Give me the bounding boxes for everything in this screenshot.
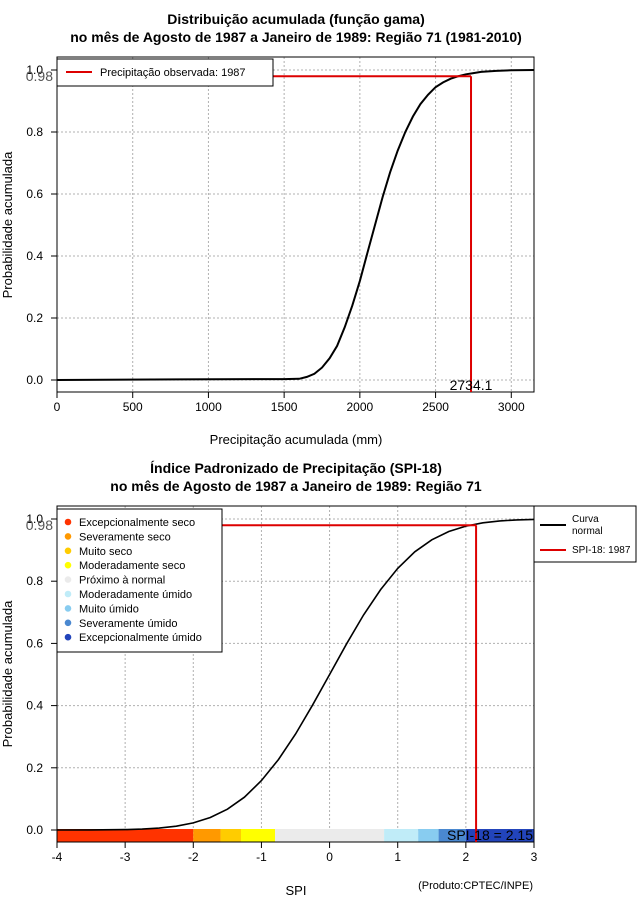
chart1-title-line2: no mês de Agosto de 1987 a Janeiro de 19… xyxy=(70,29,522,45)
chart2-x-axis: -4 -3 -2 -1 0 1 2 3 xyxy=(52,842,538,864)
series-legend-spi-label: SPI-18: 1987 xyxy=(572,545,631,556)
category-legend-swatch xyxy=(64,605,72,612)
chart2-title-line2: no mês de Agosto de 1987 a Janeiro de 19… xyxy=(110,478,482,494)
chart2-ytick-label: 0.2 xyxy=(26,761,43,775)
chart2-ytick-label: 0.8 xyxy=(26,574,43,588)
chart2-xtick-label: -1 xyxy=(256,850,267,864)
chart1-ytick-label: 0.8 xyxy=(26,125,43,139)
chart2-ytick-label: 0.4 xyxy=(26,699,43,713)
category-legend-label: Muito seco xyxy=(79,546,132,558)
chart2-normal-curve xyxy=(56,518,535,831)
chart2-y-axis-label: Probabilidade acumulada xyxy=(0,600,15,747)
spi-category-color-bar xyxy=(57,829,534,842)
chart1-title-line1: Distribuição acumulada (função gama) xyxy=(167,11,425,27)
chart2-plot-frame xyxy=(56,505,535,843)
color-bar-segment xyxy=(220,829,241,842)
color-bar-segment xyxy=(418,829,439,842)
chart2-ytick-label: 1.0 xyxy=(26,512,43,526)
chart1-x-axis: 0 500 1000 1500 2000 2500 3000 xyxy=(54,392,525,414)
color-bar-segment xyxy=(438,829,466,842)
color-bar-segment xyxy=(275,829,385,842)
category-legend-label: Severamente seco xyxy=(79,531,171,543)
chart2-xtick-label: -3 xyxy=(120,850,131,864)
chart1-ytick-label: 0.4 xyxy=(26,249,43,263)
chart2-xtick-label: 0 xyxy=(326,850,333,864)
chart1-y-axis-label: Probabilidade acumulada xyxy=(0,151,15,298)
gamma-cdf-chart: Distribuição acumulada (função gama) no … xyxy=(0,11,535,447)
chart1-observed-x-label: 2734.1 xyxy=(450,377,493,393)
chart2-ytick-label: 0.0 xyxy=(26,823,43,837)
chart1-xtick-label: 2500 xyxy=(422,400,449,414)
category-legend-label: Severamente úmido xyxy=(79,618,177,630)
chart1-grid xyxy=(56,57,534,392)
chart2-ytick-label: 0.6 xyxy=(26,636,43,650)
chart1-xtick-label: 0 xyxy=(54,400,61,414)
spi-value-label: SPI-18 = 2.15 xyxy=(447,827,533,843)
chart1-xtick-label: 2000 xyxy=(347,400,374,414)
spi-cdf-chart: Índice Padronizado de Precipitação (SPI-… xyxy=(0,460,637,898)
category-legend-label: Moderadamente úmido xyxy=(79,589,192,601)
chart1-xtick-label: 500 xyxy=(123,400,143,414)
chart1-ytick-label: 0.6 xyxy=(26,187,43,201)
chart2-x-axis-label: SPI xyxy=(286,883,307,898)
chart1-plot-frame xyxy=(56,56,535,393)
category-legend-swatch xyxy=(64,533,72,540)
category-legend-swatch xyxy=(64,619,72,627)
chart1-y-axis: 0.0 0.2 0.4 0.6 0.8 1.0 xyxy=(26,63,57,387)
category-legend-box xyxy=(56,508,223,653)
chart2-xtick-label: 1 xyxy=(394,850,401,864)
category-legend-swatch xyxy=(64,576,72,583)
category-legend-swatch xyxy=(64,518,72,526)
color-bar-segment xyxy=(465,829,534,842)
chart1-observed-y-label: 0.98 xyxy=(26,68,53,84)
chart1-legend-observed-label: Precipitação observada: 1987 xyxy=(100,67,246,79)
chart1-legend: Precipitação observada: 1987 xyxy=(56,58,274,87)
chart1-gamma-curve xyxy=(56,69,535,381)
chart1-ytick-label: 1.0 xyxy=(26,63,43,77)
category-legend-swatch xyxy=(64,633,72,641)
chart1-legend-box xyxy=(56,58,274,87)
chart2-series-legend: Curva normal SPI-18: 1987 xyxy=(533,505,637,563)
category-legend-label: Muito úmido xyxy=(79,603,139,615)
chart2-xtick-label: 3 xyxy=(531,850,538,864)
chart2-observed-y-label: 0.98 xyxy=(26,517,53,533)
chart1-ytick-label: 0.0 xyxy=(26,373,43,387)
color-bar-segment xyxy=(193,829,221,842)
category-legend-label: Excepcionalmente seco xyxy=(79,517,195,529)
chart2-title-line1: Índice Padronizado de Precipitação (SPI-… xyxy=(150,460,442,476)
color-bar-segment xyxy=(240,829,276,842)
chart1-xtick-label: 3000 xyxy=(498,400,525,414)
category-legend-label: Excepcionalmente úmido xyxy=(79,632,202,644)
chart1-xtick-label: 1500 xyxy=(271,400,298,414)
series-legend-box xyxy=(533,505,637,563)
spi-category-legend: Excepcionalmente seco Severamente seco Mui… xyxy=(56,508,223,653)
chart1-observed-lines: 0.98 2734.1 xyxy=(26,68,493,393)
chart1-x-axis-label: Precipitação acumulada (mm) xyxy=(210,432,383,447)
product-credit: (Produto:CPTEC/INPE) xyxy=(418,880,533,892)
chart2-xtick-label: -2 xyxy=(188,850,199,864)
chart1-xtick-label: 1000 xyxy=(195,400,222,414)
series-legend-curve-label: Curva normal xyxy=(572,514,603,537)
category-legend-swatch xyxy=(64,547,72,555)
chart2-y-axis: 0.0 0.2 0.4 0.6 0.8 1.0 xyxy=(26,512,57,837)
color-bar-segment xyxy=(384,829,419,842)
category-legend-label: Moderadamente seco xyxy=(79,560,185,572)
category-legend-swatch xyxy=(64,561,72,569)
chart2-xtick-label: -4 xyxy=(52,850,63,864)
category-legend-label: Próximo à normal xyxy=(79,575,165,587)
color-bar-segment xyxy=(57,829,194,842)
chart2-xtick-label: 2 xyxy=(463,850,470,864)
chart1-ytick-label: 0.2 xyxy=(26,311,43,325)
category-legend-swatch xyxy=(64,590,72,598)
